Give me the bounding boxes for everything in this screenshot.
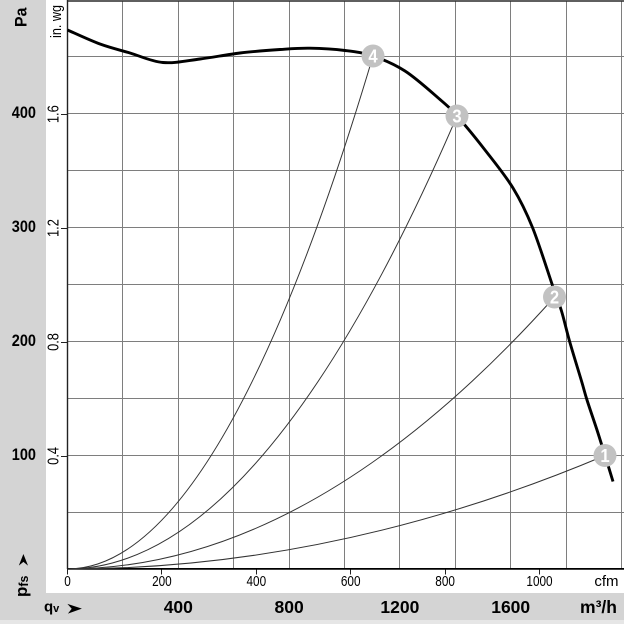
svg-text:cfm: cfm xyxy=(594,573,618,590)
svg-text:400: 400 xyxy=(12,104,36,122)
svg-text:0.4: 0.4 xyxy=(45,447,62,465)
svg-text:1000: 1000 xyxy=(526,573,552,590)
svg-text:4: 4 xyxy=(368,46,377,67)
svg-text:1600: 1600 xyxy=(491,597,530,617)
svg-text:1.2: 1.2 xyxy=(45,219,62,237)
svg-text:Pa: Pa xyxy=(12,7,31,27)
svg-text:0: 0 xyxy=(64,573,71,590)
svg-text:1: 1 xyxy=(600,445,609,466)
svg-text:qv: qv xyxy=(44,599,60,616)
svg-text:m³/h: m³/h xyxy=(580,597,617,617)
svg-text:3: 3 xyxy=(452,106,461,127)
svg-text:400: 400 xyxy=(164,597,193,617)
svg-text:200: 200 xyxy=(152,573,172,590)
svg-text:200: 200 xyxy=(12,332,36,350)
svg-text:600: 600 xyxy=(341,573,361,590)
svg-text:pfs: pfs xyxy=(12,575,31,597)
svg-text:300: 300 xyxy=(12,218,36,236)
svg-text:2: 2 xyxy=(550,287,559,308)
svg-text:100: 100 xyxy=(12,446,36,464)
svg-text:400: 400 xyxy=(246,573,266,590)
svg-text:800: 800 xyxy=(274,597,303,617)
svg-text:1.6: 1.6 xyxy=(45,105,62,123)
svg-text:800: 800 xyxy=(435,573,455,590)
svg-text:in. wg: in. wg xyxy=(47,5,64,38)
svg-text:0.8: 0.8 xyxy=(45,333,62,351)
svg-text:1200: 1200 xyxy=(380,597,419,617)
